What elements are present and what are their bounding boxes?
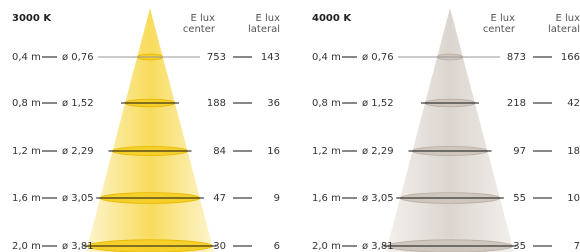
- lateral-lux: 18: [567, 146, 580, 157]
- header-lateral: lateral: [548, 24, 580, 35]
- lateral-lux: 36: [267, 98, 280, 109]
- lateral-lux: 166: [561, 52, 580, 63]
- lateral-lux: 7: [574, 241, 580, 252]
- lateral-lux: 6: [274, 241, 280, 252]
- light-cone-diagram: 3000 KE luxE luxcenterlateral0,4 mø 0,76…: [0, 0, 580, 252]
- distance: 0,8 m: [312, 98, 341, 109]
- distance: 1,6 m: [12, 193, 41, 204]
- lateral-lux: 16: [267, 146, 280, 157]
- header-center: E lux: [490, 13, 515, 24]
- light-cone: [86, 8, 214, 252]
- diameter: ø 1,52: [62, 98, 94, 109]
- distance: 2,0 m: [312, 241, 341, 252]
- center-lux: 84: [213, 146, 226, 157]
- header-center: center: [483, 24, 516, 35]
- center-lux: 47: [213, 193, 226, 204]
- header-lateral: E lux: [255, 13, 280, 24]
- distance: 1,2 m: [12, 146, 41, 157]
- panel-title: 4000 K: [312, 13, 352, 24]
- header-center: center: [183, 24, 216, 35]
- center-lux: 97: [513, 146, 526, 157]
- distance: 0,4 m: [312, 52, 341, 63]
- light-cone: [386, 8, 514, 252]
- center-lux: 35: [513, 241, 526, 252]
- header-lateral: lateral: [248, 24, 280, 35]
- distance: 2,0 m: [12, 241, 41, 252]
- lateral-lux: 10: [567, 193, 580, 204]
- diameter: ø 3,05: [362, 193, 394, 204]
- center-lux: 55: [513, 193, 526, 204]
- diameter: ø 3,81: [62, 241, 94, 252]
- header-lateral: E lux: [555, 13, 580, 24]
- diameter: ø 3,05: [62, 193, 94, 204]
- center-lux: 30: [213, 241, 226, 252]
- center-lux: 218: [507, 98, 526, 109]
- diameter: ø 2,29: [62, 146, 94, 157]
- header-center: E lux: [190, 13, 215, 24]
- center-lux: 188: [207, 98, 226, 109]
- distance: 0,4 m: [12, 52, 41, 63]
- distance: 1,2 m: [312, 146, 341, 157]
- diameter: ø 0,76: [362, 52, 394, 63]
- distance: 1,6 m: [312, 193, 341, 204]
- diameter: ø 3,81: [362, 241, 394, 252]
- diameter: ø 0,76: [62, 52, 94, 63]
- lateral-lux: 42: [567, 98, 580, 109]
- lateral-lux: 9: [274, 193, 280, 204]
- center-lux: 753: [207, 52, 226, 63]
- lateral-lux: 143: [261, 52, 280, 63]
- diameter: ø 2,29: [362, 146, 394, 157]
- diameter: ø 1,52: [362, 98, 394, 109]
- panel-title: 3000 K: [12, 13, 52, 24]
- distance: 0,8 m: [12, 98, 41, 109]
- center-lux: 873: [507, 52, 526, 63]
